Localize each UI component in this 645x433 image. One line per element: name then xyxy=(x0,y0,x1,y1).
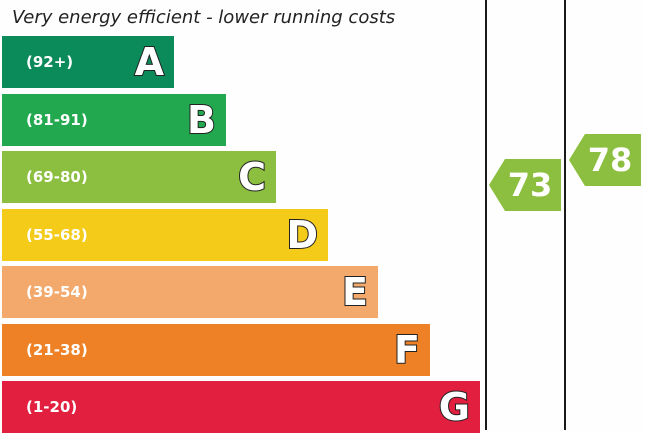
potential-rating-marker: 78 xyxy=(569,134,641,186)
current-rating-value: 73 xyxy=(507,166,553,204)
band-e: (39-54) E xyxy=(2,266,378,318)
band-letter: D xyxy=(285,212,319,258)
band-g: (1-20) G xyxy=(2,381,480,433)
band-d: (55-68) D xyxy=(2,209,328,261)
band-a: (92+) A xyxy=(2,36,174,88)
band-b: (81-91) B xyxy=(2,94,226,146)
band-letter: E xyxy=(341,269,369,315)
band-letter: F xyxy=(393,327,421,373)
band-c: (69-80) C xyxy=(2,151,276,203)
band-letter: C xyxy=(237,154,267,200)
band-range-label: (21-38) xyxy=(26,341,88,359)
band-range-label: (39-54) xyxy=(26,283,88,301)
band-range-label: (69-80) xyxy=(26,168,88,186)
band-range-label: (92+) xyxy=(26,53,74,71)
band-range-label: (55-68) xyxy=(26,226,88,244)
chart-caption: Very energy efficient - lower running co… xyxy=(12,7,396,28)
current-rating-marker: 73 xyxy=(489,159,561,211)
band-letter: A xyxy=(134,39,165,85)
divider-left xyxy=(485,0,487,430)
band-letter: G xyxy=(438,384,471,430)
band-letter: B xyxy=(186,97,217,143)
band-f: (21-38) F xyxy=(2,324,430,376)
band-range-label: (1-20) xyxy=(26,398,78,416)
potential-rating-value: 78 xyxy=(587,141,633,179)
divider-right xyxy=(564,0,566,430)
band-range-label: (81-91) xyxy=(26,111,88,129)
